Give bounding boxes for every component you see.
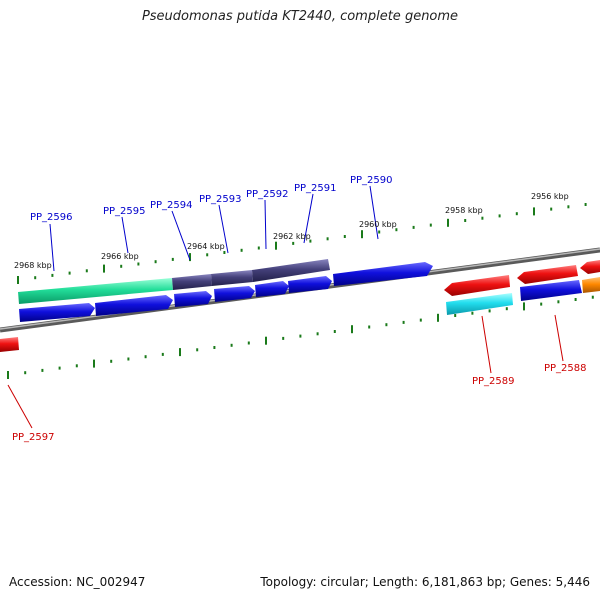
- scale-label: 2962 kbp: [273, 232, 311, 241]
- gene-pp-2590: [333, 262, 433, 286]
- scale-label: 2958 kbp: [445, 206, 483, 215]
- gene-pp-2592-2591: [252, 259, 330, 282]
- gene-label: PP_2594: [150, 200, 193, 211]
- gene-fwd-blue-6: [288, 276, 332, 293]
- scale-label: 2964 kbp: [187, 242, 225, 251]
- scale-label: 2968 kbp: [14, 261, 52, 270]
- reverse-genes: [0, 260, 600, 352]
- scale-ticks-lower: [7, 295, 594, 379]
- gene-pp-2596: [18, 278, 173, 304]
- gene-rev-red-3: [580, 260, 600, 274]
- scale-label: 2966 kbp: [101, 252, 139, 261]
- reverse-gene-labels: PP_2597 PP_2589 PP_2588: [12, 363, 587, 443]
- gene-fwd-blue-5: [255, 281, 289, 297]
- gene-fwd-blue-2: [95, 295, 173, 316]
- gene-fwd-blue-1: [19, 303, 95, 322]
- gene-pp-2589: [444, 275, 510, 296]
- gene-label: PP_2592: [246, 189, 289, 200]
- gene-fwd-blue-7: [520, 280, 582, 301]
- gene-label: PP_2590: [350, 175, 393, 186]
- gene-label: PP_2591: [294, 183, 337, 194]
- gene-rev-cyan: [446, 293, 513, 315]
- gene-pp-2597: [0, 337, 19, 352]
- scale-ticks-upper: [17, 203, 587, 284]
- scale-label: 2960 kbp: [359, 220, 397, 229]
- forward-gene-labels: PP_2596 PP_2595 PP_2594 PP_2593 PP_2592 …: [30, 175, 393, 223]
- label-connectors: [7, 185, 564, 429]
- gene-label: PP_2595: [103, 206, 146, 217]
- gene-pp-2593: [211, 270, 253, 286]
- gene-rev-red-2: [517, 265, 578, 284]
- scale-label: 2956 kbp: [531, 192, 569, 201]
- topology-text: Topology: circular; Length: 6,181,863 bp…: [260, 575, 590, 589]
- forward-genes: [18, 259, 600, 322]
- scale-labels: 2968 kbp 2966 kbp 2964 kbp 2962 kbp 2960…: [14, 192, 569, 270]
- gene-label: PP_2597: [12, 432, 55, 443]
- gene-fwd-orange: [582, 277, 600, 293]
- gene-label: PP_2596: [30, 212, 73, 223]
- gene-pp-2594: [172, 274, 212, 290]
- gene-fwd-blue-3: [174, 291, 212, 307]
- genome-title: Pseudomonas putida KT2440, complete geno…: [141, 9, 459, 24]
- gene-fwd-blue-4: [214, 286, 255, 302]
- gene-label: PP_2593: [199, 194, 242, 205]
- accession-text: Accession: NC_002947: [9, 575, 146, 589]
- gene-label: PP_2589: [472, 376, 515, 387]
- gene-label: PP_2588: [544, 363, 587, 374]
